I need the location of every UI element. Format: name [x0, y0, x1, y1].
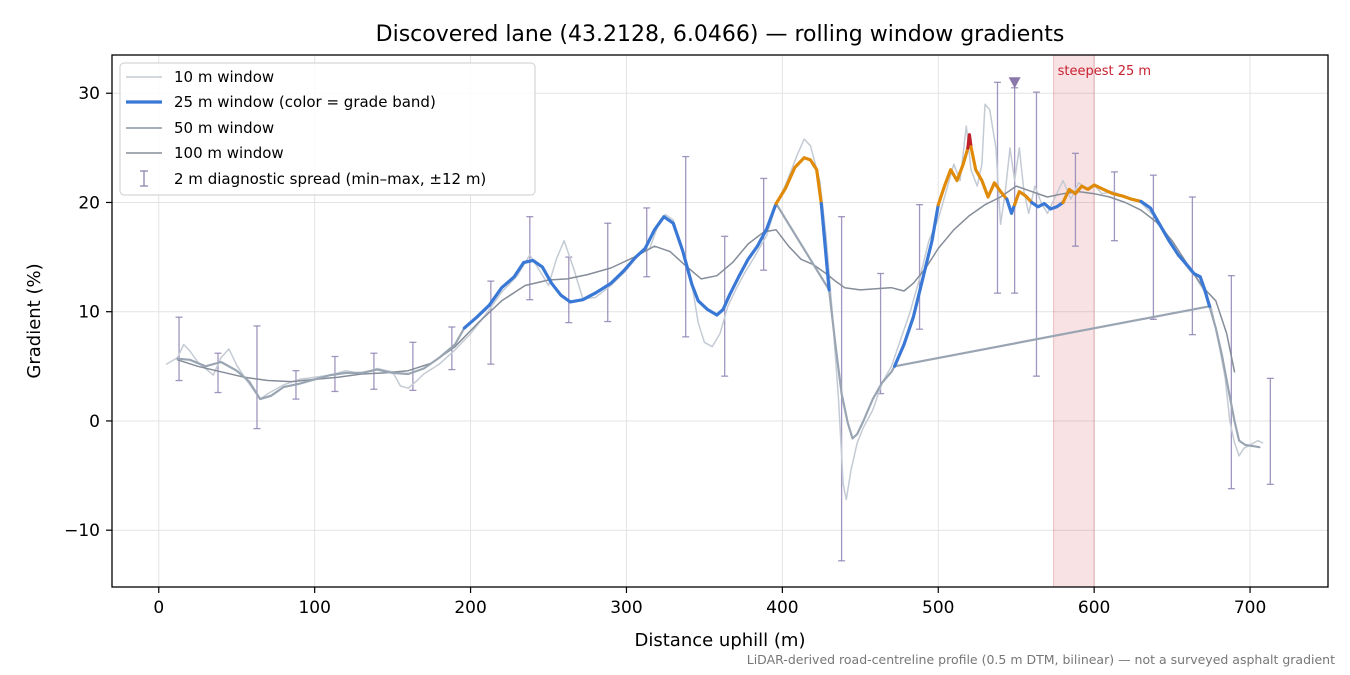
- series-line-25m-under_20: [1139, 199, 1212, 308]
- steepest-marker-triangle: [1008, 77, 1021, 89]
- steepest-marker: [1008, 77, 1021, 89]
- x-axis-ticks: 0 100 200 300 400 500 600 700: [153, 587, 1266, 618]
- y-tick-label: 0: [89, 412, 100, 432]
- footnote: LiDAR-derived road-centreline profile (0…: [747, 652, 1335, 667]
- x-tick-label: 100: [298, 598, 330, 618]
- spread-bar: [1227, 275, 1235, 490]
- spread-bar: [253, 325, 261, 430]
- spread-bar: [1032, 91, 1040, 377]
- series-line-25m-from_20_to_25: [936, 146, 970, 207]
- legend-label-25m: 25 m window (color = grade band): [174, 93, 436, 111]
- series-line-25m-under_20: [893, 203, 940, 368]
- x-tick-label: 700: [1234, 598, 1266, 618]
- series-line-25m-under_20: [462, 202, 778, 330]
- x-tick-label: 500: [922, 598, 954, 618]
- series-line-25m-under_20: [1005, 197, 1017, 215]
- spread-bar: [604, 222, 612, 323]
- spread-bar: [1188, 196, 1196, 336]
- series-line-25m-from_20_to_25: [1013, 190, 1034, 207]
- steepest-label: steepest 25 m: [1058, 64, 1151, 79]
- spread-bar: [916, 204, 924, 330]
- steepest-band-rect: [1053, 54, 1095, 588]
- y-axis-ticks: −10 0 10 20 30: [64, 84, 112, 541]
- spread-bar: [175, 316, 183, 382]
- series-line-25m-under_20: [1030, 200, 1065, 211]
- series-line-100m: [176, 185, 1236, 383]
- legend-label-100m: 100 m window: [174, 144, 284, 162]
- spread-bars: [175, 81, 1274, 562]
- spread-bar: [682, 155, 690, 338]
- legend-label-10m: 10 m window: [174, 68, 274, 86]
- legend-label-spread: 2 m diagnostic spread (min–max, ±12 m): [174, 170, 486, 188]
- y-tick-label: 30: [78, 84, 100, 104]
- series-line-25m-from_20_to_25: [1061, 183, 1143, 205]
- x-tick-label: 600: [1078, 598, 1110, 618]
- series-line-25m-over_25: [966, 133, 973, 150]
- spread-bar: [409, 341, 417, 392]
- x-axis-title: Distance uphill (m): [635, 630, 806, 651]
- steepest-band: steepest 25 m: [1053, 54, 1151, 588]
- x-tick-label: 0: [153, 598, 164, 618]
- spread-bar: [1110, 171, 1118, 242]
- spread-bar: [1266, 377, 1274, 485]
- y-tick-label: 20: [78, 193, 100, 213]
- spread-bar: [565, 256, 573, 324]
- x-tick-label: 200: [454, 598, 486, 618]
- series-line-25m-from_20_to_25: [774, 156, 823, 206]
- series-line-25m-from_20_to_25: [969, 145, 1009, 201]
- legend-swatch-spread: [140, 170, 148, 187]
- spread-bar: [1149, 174, 1157, 321]
- spread-bar: [1071, 152, 1079, 247]
- spread-bar: [214, 352, 222, 394]
- spread-bar: [760, 177, 768, 271]
- x-tick-label: 400: [766, 598, 798, 618]
- legend: 10 m window 25 m window (color = grade b…: [119, 62, 536, 196]
- x-tick-label: 300: [610, 598, 642, 618]
- legend-label-50m: 50 m window: [174, 119, 274, 137]
- plot-frame: [111, 54, 1329, 588]
- legend-box: [119, 62, 536, 196]
- y-tick-label: −10: [64, 521, 100, 541]
- gradient-lines: [165, 103, 1264, 501]
- series-line-25m-under_20: [819, 202, 831, 292]
- chart-title: Discovered lane (43.2128, 6.0466) — roll…: [376, 22, 1065, 47]
- y-axis-title: Gradient (%): [24, 263, 45, 378]
- y-tick-label: 10: [78, 303, 100, 323]
- spread-bar: [526, 216, 534, 301]
- spread-bar: [487, 280, 495, 365]
